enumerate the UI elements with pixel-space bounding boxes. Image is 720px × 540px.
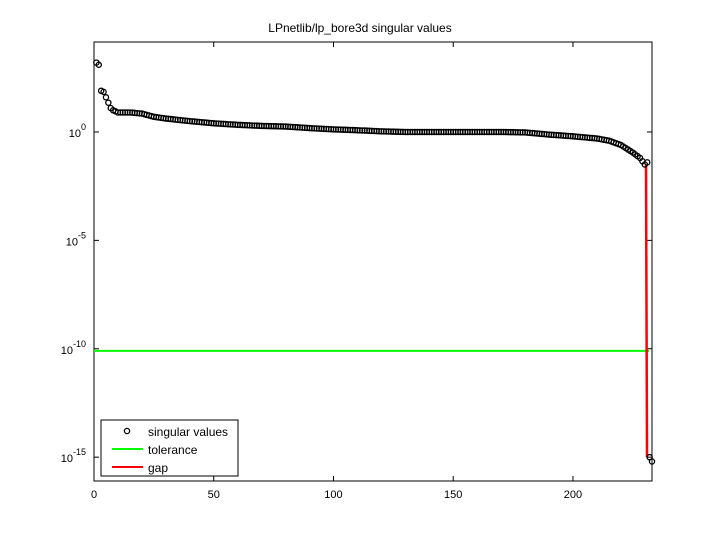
legend-label-tolerance: tolerance	[148, 443, 198, 457]
x-tick-label: 150	[444, 489, 462, 501]
y-tick-label: 10-10	[61, 339, 86, 357]
y-tick-label: 100	[69, 122, 86, 140]
x-tick-label: 0	[91, 489, 97, 501]
legend: singular values tolerance gap	[100, 419, 239, 477]
y-tick-label: 10-5	[66, 230, 86, 248]
singular-value-markers	[93, 59, 656, 465]
y-tick-label: 10-15	[61, 447, 86, 465]
legend-label-gap: gap	[148, 461, 168, 475]
legend-label-singular-values: singular values	[148, 425, 228, 439]
singular-value-marker	[95, 61, 103, 69]
singular-value-marker	[105, 99, 112, 106]
singular-value-marker	[100, 88, 107, 96]
x-tick-label: 200	[564, 489, 582, 501]
singular-value-marker	[643, 159, 651, 166]
x-tick-label: 50	[208, 489, 220, 501]
singular-value-marker	[102, 94, 110, 101]
x-tick-label: 100	[324, 489, 342, 501]
gap-line	[644, 164, 649, 458]
legend-marker-icon	[123, 427, 131, 435]
plot-area	[93, 41, 653, 482]
singular-value-marker	[648, 458, 656, 465]
chart-title: LPnetlib/lp_bore3d singular values	[268, 21, 452, 35]
